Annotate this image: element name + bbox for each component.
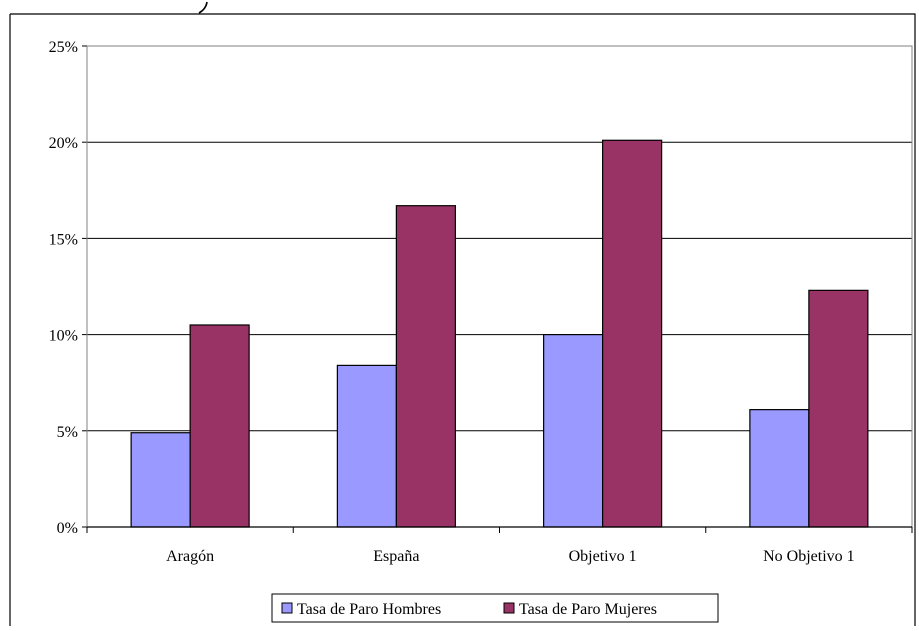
bar-hombres	[543, 334, 604, 528]
y-tick-label: 0%	[57, 520, 78, 537]
y-tick-label: 10%	[49, 328, 78, 345]
y-tick-label: 25%	[49, 39, 78, 56]
plot-border	[86, 45, 913, 527]
legend-swatch-hombres	[281, 602, 293, 614]
bar-hombres	[749, 409, 810, 528]
x-category-label: No Objetivo 1	[763, 548, 855, 565]
plot-area: 0% 5% 10% 15% 20% 25% Aragón España Objetivo 1 No…	[49, 39, 913, 565]
y-tick-label: 15%	[49, 231, 78, 248]
bar-mujeres	[395, 205, 456, 528]
legend-box	[271, 593, 719, 623]
legend-label: Tasa de Paro Mujeres	[519, 601, 657, 618]
bar-mujeres	[602, 139, 663, 528]
bar-mujeres	[808, 289, 869, 528]
chart-area-border	[9, 13, 916, 626]
bar-hombres	[130, 432, 191, 528]
legend: Tasa de Paro Hombres Tasa de Paro Mujeres	[271, 593, 719, 623]
x-category-label: Aragón	[166, 548, 214, 565]
bar-mujeres	[189, 324, 250, 528]
y-tick-label: 20%	[49, 135, 78, 152]
x-category-label: Objetivo 1	[569, 548, 637, 565]
legend-swatch-mujeres	[503, 602, 515, 614]
legend-label: Tasa de Paro Hombres	[297, 601, 441, 618]
x-category-label: España	[373, 548, 419, 565]
y-tick-label: 5%	[57, 424, 78, 441]
cropped-glyph-fragment	[198, 1, 208, 14]
bar-hombres	[336, 364, 397, 528]
